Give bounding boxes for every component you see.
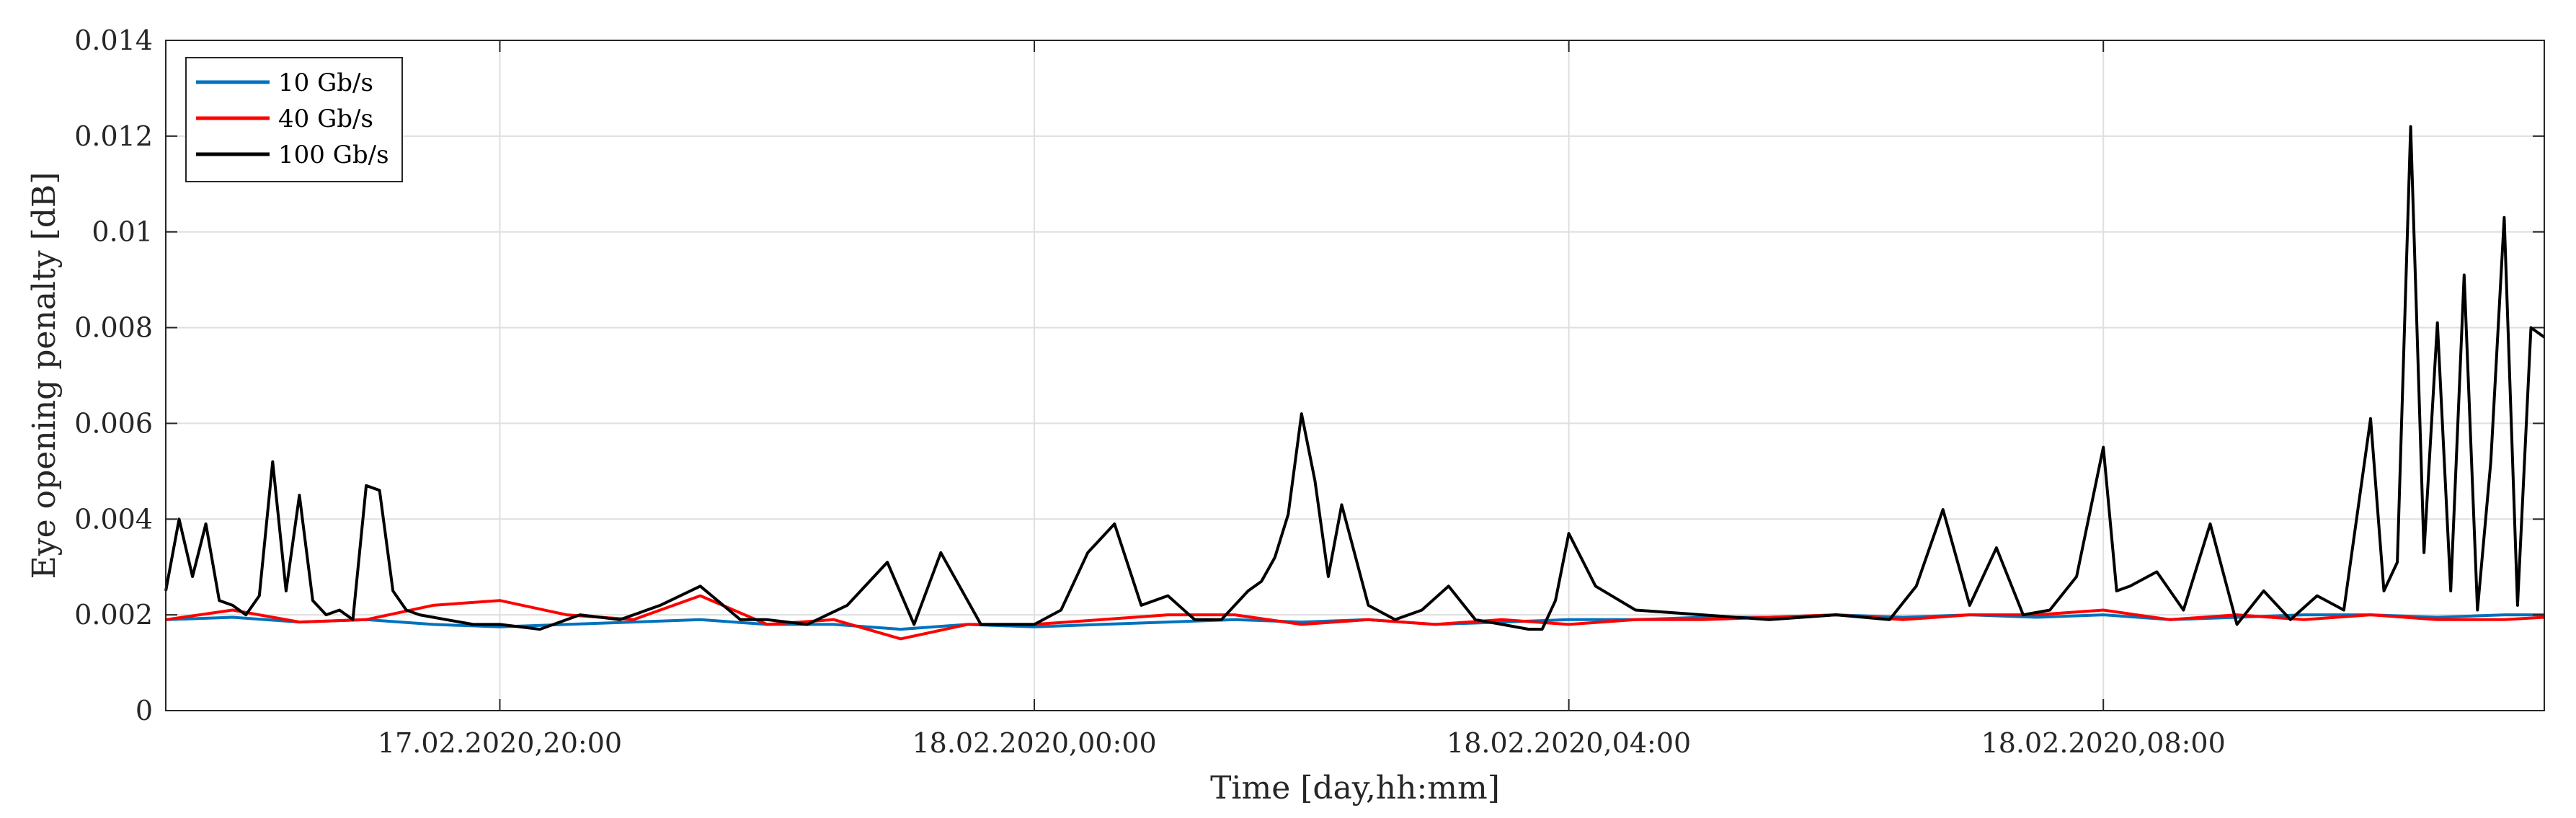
plot-frame — [165, 40, 2545, 711]
y-tick-label: 0.004 — [74, 503, 153, 535]
series-line-40-gb-s — [165, 594, 2545, 641]
series-line-100-gb-s — [164, 125, 2546, 631]
x-tick-labels: 17.02.2020,20:00 18.02.2020,00:00 18.02.20… — [378, 727, 2226, 759]
plot-area — [166, 40, 2544, 711]
x-tick-label: 17.02.2020,20:00 — [378, 727, 622, 759]
axis-ticks — [166, 40, 2544, 711]
x-tick-label: 18.02.2020,00:00 — [912, 727, 1156, 759]
y-tick-label: 0.008 — [74, 312, 153, 344]
series-layer — [164, 125, 2546, 641]
legend-entry: 40 Gb/s — [278, 105, 373, 133]
legend-entry: 100 Gb/s — [278, 141, 389, 169]
legend: 10 Gb/s 40 Gb/s 100 Gb/s — [185, 57, 403, 182]
y-tick-label: 0.006 — [74, 407, 153, 439]
y-tick-label: 0.012 — [74, 120, 153, 152]
grid-lines — [166, 40, 2544, 711]
y-tick-labels: 0 0.002 0.004 0.006 0.008 0.01 0.012 0.014 — [74, 25, 153, 726]
legend-entry: 10 Gb/s — [278, 68, 373, 97]
y-axis-label: Eye opening penalty [dB] — [26, 172, 63, 579]
y-tick-label: 0.01 — [92, 216, 153, 248]
y-tick-label: 0.002 — [74, 599, 153, 631]
y-tick-label: 0.014 — [74, 25, 153, 56]
x-axis-label: Time [day,hh:mm] — [1210, 770, 1500, 806]
x-tick-label: 18.02.2020,04:00 — [1447, 727, 1691, 759]
y-tick-label: 0 — [136, 695, 153, 726]
x-tick-label: 18.02.2020,08:00 — [1981, 727, 2226, 759]
